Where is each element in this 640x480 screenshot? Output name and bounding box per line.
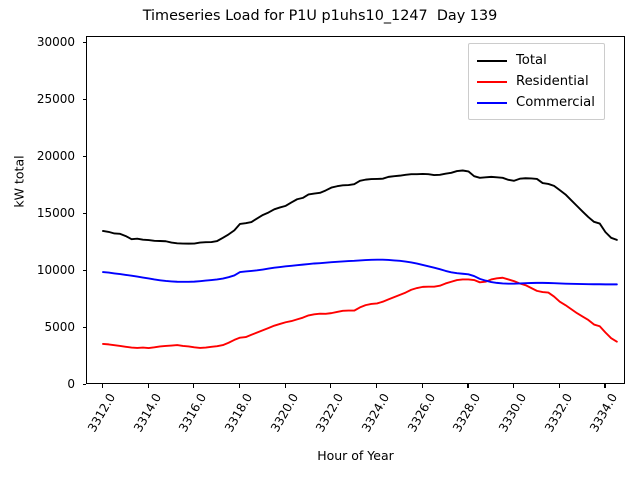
x-tick-label: 3328.0 xyxy=(450,391,484,435)
x-tick-label: 3326.0 xyxy=(404,391,438,435)
y-tick-label: 20000 xyxy=(36,148,75,163)
series-line-total xyxy=(102,169,618,245)
x-tick-label: 3316.0 xyxy=(176,391,210,435)
y-tick-mark xyxy=(82,384,86,386)
x-tick-label: 3318.0 xyxy=(222,391,256,435)
y-tick-mark xyxy=(82,212,86,214)
y-tick-label: 30000 xyxy=(36,34,75,49)
series-line-commercial xyxy=(102,258,618,286)
x-tick-label: 3334.0 xyxy=(587,391,621,435)
y-tick-mark xyxy=(82,326,86,329)
x-tick-mark xyxy=(558,384,560,388)
legend-label: Residential xyxy=(516,74,589,89)
y-axis: 0 5000 10000 15000 20000 25000 30000 xyxy=(0,34,86,391)
x-tick-mark xyxy=(330,384,332,388)
y-tick-mark xyxy=(82,155,86,157)
x-tick-label: 3330.0 xyxy=(496,391,530,435)
y-tick-label: 15000 xyxy=(36,205,75,220)
y-tick-mark xyxy=(82,269,86,271)
y-tick-label: 0 xyxy=(67,377,75,391)
chart-legend: Total Residential Commercial xyxy=(468,43,605,120)
x-axis-label: Hour of Year xyxy=(317,448,394,463)
x-tick-label: 3312.0 xyxy=(85,391,119,435)
x-tick-mark xyxy=(147,384,149,388)
x-tick-label: 3322.0 xyxy=(313,391,347,435)
y-tick-label: 10000 xyxy=(36,262,75,277)
legend-item-residential[interactable]: Residential xyxy=(477,71,595,92)
x-tick-mark xyxy=(513,384,515,388)
x-tick-mark xyxy=(284,384,286,388)
x-tick-mark xyxy=(193,384,195,388)
x-tick-mark xyxy=(604,384,606,388)
legend-swatch-total xyxy=(477,59,507,62)
x-tick-mark xyxy=(467,384,469,388)
y-axis-label: kW total xyxy=(11,155,27,208)
legend-swatch-commercial xyxy=(477,101,507,104)
x-tick-label: 3324.0 xyxy=(359,391,393,435)
x-tick-label: 3332.0 xyxy=(541,391,575,435)
y-tick-label: 25000 xyxy=(36,91,75,106)
y-tick-mark xyxy=(82,98,86,100)
x-tick-mark xyxy=(376,384,378,388)
chart-title: Timeseries Load for P1U p1uhs10_1247 Day… xyxy=(142,8,498,24)
x-axis: 3312.0 3314.0 3316.0 3318.0 3320.0 3322.0 3324… xyxy=(85,384,625,474)
x-tick-label: 3320.0 xyxy=(267,391,301,435)
legend-label: Total xyxy=(516,53,547,68)
x-tick-mark xyxy=(101,384,104,388)
legend-item-commercial[interactable]: Commercial xyxy=(477,92,595,113)
y-tick-label: 5000 xyxy=(44,319,75,334)
plot-lines xyxy=(102,169,618,349)
legend-swatch-residential xyxy=(477,80,507,83)
x-tick-label: 3314.0 xyxy=(130,391,164,435)
y-tick-mark xyxy=(82,41,86,43)
legend-label: Commercial xyxy=(516,95,595,110)
legend-item-total[interactable]: Total xyxy=(477,50,595,71)
x-tick-mark xyxy=(239,384,241,388)
x-tick-mark xyxy=(421,384,423,388)
series-line-residential xyxy=(102,276,618,349)
